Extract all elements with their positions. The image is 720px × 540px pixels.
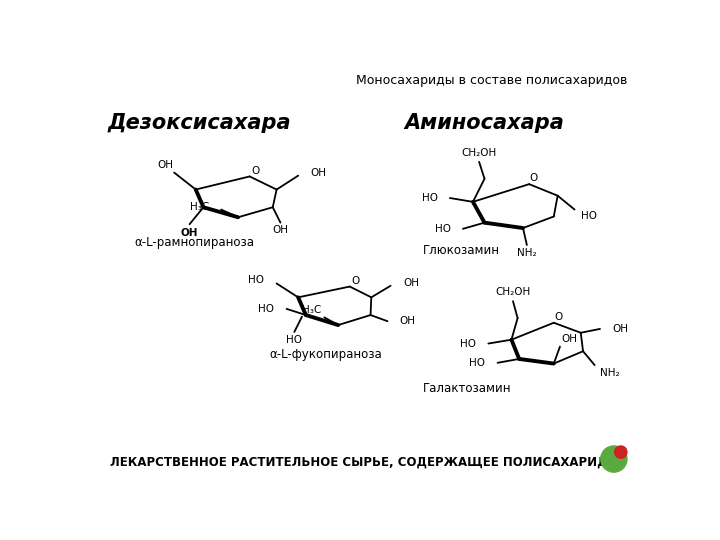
Text: Галактозамин: Галактозамин [423, 382, 511, 395]
Text: H₃C: H₃C [302, 305, 321, 315]
Circle shape [615, 446, 627, 458]
Text: OH: OH [403, 279, 419, 288]
Text: Глюкозамин: Глюкозамин [423, 244, 500, 257]
Text: HO: HO [248, 275, 264, 286]
Text: Дезоксисахара: Дезоксисахара [108, 112, 292, 132]
Text: OH: OH [562, 334, 577, 344]
Text: α-L-рамнопираноза: α-L-рамнопираноза [134, 236, 254, 249]
Text: OH: OH [400, 316, 416, 326]
Text: HO: HO [469, 358, 485, 368]
Text: CH₂OH: CH₂OH [495, 287, 531, 297]
Text: Аминосахара: Аминосахара [405, 112, 564, 132]
Text: O: O [530, 173, 538, 183]
Text: OH: OH [310, 167, 326, 178]
Text: 5: 5 [616, 448, 624, 458]
Text: H₃C: H₃C [189, 202, 209, 212]
Text: NH₂: NH₂ [517, 248, 536, 259]
Text: HO: HO [581, 211, 597, 221]
Text: HO: HO [460, 339, 476, 348]
Text: α-L-фукопираноза: α-L-фукопираноза [269, 348, 382, 361]
Text: OH: OH [612, 324, 629, 334]
Text: O: O [554, 312, 562, 322]
Text: CH₂OH: CH₂OH [462, 148, 497, 158]
Text: HO: HO [258, 304, 274, 314]
Text: OH: OH [272, 225, 289, 235]
Text: O: O [351, 276, 359, 286]
Text: O: O [251, 166, 259, 176]
Text: HO: HO [287, 335, 302, 345]
Text: Моносахариды в составе полисахаридов: Моносахариды в составе полисахаридов [356, 74, 627, 87]
Text: ЛЕКАРСТВЕННОЕ РАСТИТЕЛЬНОЕ СЫРЬЕ, СОДЕРЖАЩЕЕ ПОЛИСАХАРИДЫ: ЛЕКАРСТВЕННОЕ РАСТИТЕЛЬНОЕ СЫРЬЕ, СОДЕРЖ… [110, 455, 620, 468]
Text: HO: HO [421, 193, 438, 203]
Text: OH: OH [157, 160, 173, 170]
Text: OH: OH [181, 228, 198, 239]
Text: NH₂: NH₂ [600, 368, 620, 378]
Text: HO: HO [435, 224, 451, 234]
Circle shape [600, 446, 627, 472]
